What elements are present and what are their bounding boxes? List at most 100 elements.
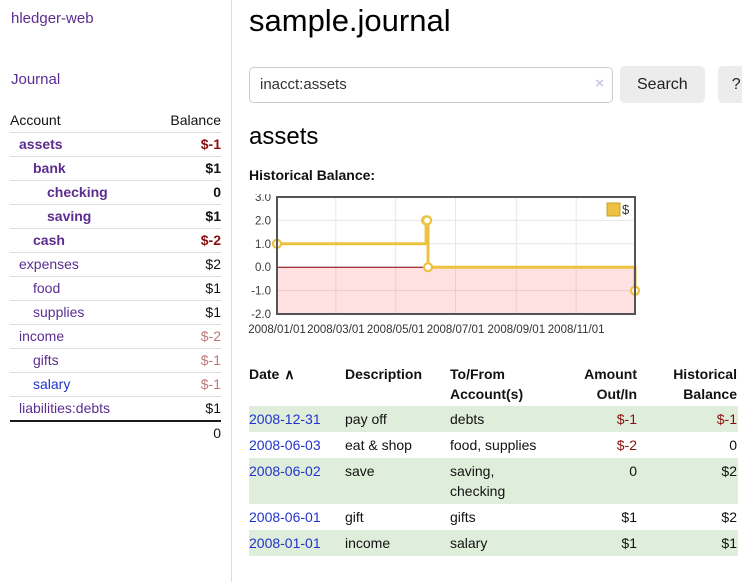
register-header-row: Date ∧ Description To/From Account(s) Amo… (249, 362, 738, 406)
search-form: × Search ? (249, 66, 742, 103)
account-link-assets[interactable]: assets (19, 136, 63, 152)
register-table: Date ∧ Description To/From Account(s) Amo… (249, 362, 738, 556)
chart-canvas: $3.0 2.0 1.0 0.0 -1.0 -2.0 (251, 192, 641, 321)
chart-x-tick-label: 2008/07/01 (426, 324, 485, 336)
register-row: 2008-01-01 income salary $1 $1 (249, 530, 738, 556)
historical-balance-chart: $3.0 2.0 1.0 0.0 -1.0 -2.0 2008/01/01 2008/03/… (248, 192, 649, 339)
transaction-date-link[interactable]: 2008-01-01 (249, 535, 321, 551)
svg-text:-2.0: -2.0 (251, 309, 271, 320)
register-row: 2008-12-31 pay off debts $-1 $-1 (249, 406, 738, 432)
transaction-amount: $-2 (616, 437, 637, 453)
page-title: sample.journal (249, 3, 451, 38)
account-link-supplies[interactable]: supplies (33, 304, 85, 320)
transaction-amount: $-1 (616, 411, 637, 427)
account-row: gifts $-1 (10, 349, 221, 373)
svg-text:1.0: 1.0 (255, 239, 271, 251)
svg-text:3.0: 3.0 (255, 194, 271, 204)
register-row: 2008-06-01 gift gifts $1 $2 (249, 504, 738, 530)
search-box: × (249, 66, 613, 103)
account-link-income[interactable]: income (19, 328, 65, 344)
account-balance: $2 (205, 256, 221, 272)
chart-x-axis-labels: 2008/01/01 2008/03/01 2008/05/01 2008/07/01… (248, 324, 649, 339)
register-row: 2008-06-03 eat & shop food, supplies $-2… (249, 432, 738, 458)
account-link-food[interactable]: food (33, 280, 61, 296)
accounts-total-value: 0 (213, 425, 221, 441)
account-link-liabilities-debts[interactable]: liabilities:debts (19, 400, 111, 416)
sort-ascending-icon: ∧ (284, 366, 295, 382)
accounts-column-header: To/From Account(s) (450, 366, 524, 402)
account-balance: 0 (213, 184, 221, 200)
register-row: 2008-06-02 save saving, checking 0 $2 (249, 458, 738, 504)
transaction-description: save (345, 463, 375, 479)
accounts-table-header: Account Balance (10, 109, 221, 133)
chart-x-tick-label: 2008/03/01 (307, 324, 365, 336)
account-link-expenses[interactable]: expenses (19, 256, 79, 272)
account-balance: $-1 (200, 376, 221, 392)
chart-heading: Historical Balance: (249, 167, 376, 183)
main-content: sample.journal × Search ? assets Histori… (232, 0, 742, 582)
transaction-accounts: gifts (450, 509, 476, 525)
account-link-bank[interactable]: bank (33, 160, 66, 176)
account-balance: $-1 (200, 136, 221, 152)
account-row: expenses $2 (10, 253, 221, 277)
account-row: food $1 (10, 277, 221, 301)
chart-x-tick-label: 2008/05/01 (366, 324, 425, 336)
chart-x-tick-label: 2008/11/01 (547, 324, 605, 336)
date-column-header[interactable]: Date ∧ (249, 366, 295, 382)
transaction-date-link[interactable]: 2008-06-02 (249, 463, 321, 479)
account-heading: assets (249, 123, 319, 150)
transaction-description: income (345, 535, 391, 551)
transaction-accounts: saving, checking (450, 463, 506, 499)
account-link-gifts[interactable]: gifts (33, 352, 59, 368)
transaction-historical: $2 (721, 463, 737, 479)
account-link-cash[interactable]: cash (33, 232, 65, 248)
sidebar: hledger-web Journal Account Balance asse… (0, 0, 232, 582)
search-input[interactable] (249, 66, 613, 103)
transaction-historical: $-1 (716, 411, 737, 427)
amount-column-header: Amount Out/In (584, 366, 637, 402)
account-row: supplies $1 (10, 301, 221, 325)
account-balance: $-2 (200, 328, 221, 344)
svg-text:2.0: 2.0 (255, 215, 271, 227)
transaction-description: pay off (345, 411, 387, 427)
svg-text:0.0: 0.0 (255, 262, 271, 274)
transaction-date-link[interactable]: 2008-06-01 (249, 509, 321, 525)
accounts-col-header: Account (10, 112, 61, 128)
chart-x-tick-label: 2008/09/01 (487, 324, 546, 336)
help-button[interactable]: ? (717, 66, 742, 103)
search-button[interactable]: Search (620, 66, 705, 103)
account-link-saving[interactable]: saving (47, 208, 92, 224)
transaction-amount: $1 (621, 509, 637, 525)
account-balance: $1 (205, 304, 221, 320)
accounts-total-row: 0 (10, 421, 221, 445)
accounts-table: Account Balance assets $-1 bank $1 check… (10, 109, 221, 445)
transaction-description: eat & shop (345, 437, 412, 453)
transaction-accounts: salary (450, 535, 488, 551)
account-balance: $1 (205, 280, 221, 296)
account-balance: $-2 (200, 232, 221, 248)
account-balance: $1 (205, 208, 221, 224)
balance-col-header: Balance (170, 112, 221, 128)
transaction-date-link[interactable]: 2008-12-31 (249, 411, 321, 427)
transaction-amount: 0 (629, 463, 637, 479)
svg-text:-1.0: -1.0 (251, 286, 271, 298)
clear-search-icon[interactable]: × (595, 74, 604, 92)
account-row: cash $-2 (10, 229, 221, 253)
account-row: liabilities:debts $1 (10, 397, 221, 421)
transaction-historical: $1 (721, 535, 737, 551)
transaction-accounts: debts (450, 411, 485, 427)
account-balance: $1 (205, 160, 221, 176)
account-link-salary[interactable]: salary (33, 376, 71, 392)
transaction-historical: $2 (721, 509, 737, 525)
account-link-checking[interactable]: checking (47, 184, 108, 200)
account-row: assets $-1 (10, 133, 221, 157)
account-row: bank $1 (10, 157, 221, 181)
sidebar-item-journal[interactable]: Journal (11, 71, 61, 88)
historical-column-header: Historical Balance (673, 366, 737, 402)
transaction-accounts: food, supplies (450, 437, 537, 453)
transaction-date-link[interactable]: 2008-06-03 (249, 437, 321, 453)
svg-text:$: $ (622, 202, 630, 217)
chart-x-tick-label: 2008/01/01 (248, 324, 306, 336)
app-title-link[interactable]: hledger-web (11, 10, 94, 27)
